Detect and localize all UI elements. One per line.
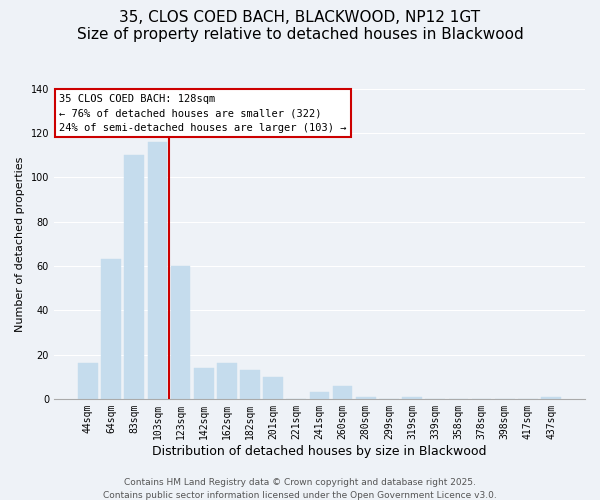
Bar	[148, 142, 167, 399]
Bar	[263, 376, 283, 399]
Bar	[402, 396, 422, 399]
Bar	[240, 370, 260, 399]
Text: Contains HM Land Registry data © Crown copyright and database right 2025.
Contai: Contains HM Land Registry data © Crown c…	[103, 478, 497, 500]
Bar	[356, 396, 376, 399]
Bar	[124, 156, 144, 399]
Text: 35 CLOS COED BACH: 128sqm
← 76% of detached houses are smaller (322)
24% of semi: 35 CLOS COED BACH: 128sqm ← 76% of detac…	[59, 94, 347, 133]
Bar	[194, 368, 214, 399]
Bar	[101, 260, 121, 399]
Text: 35, CLOS COED BACH, BLACKWOOD, NP12 1GT
Size of property relative to detached ho: 35, CLOS COED BACH, BLACKWOOD, NP12 1GT …	[77, 10, 523, 42]
Bar	[217, 364, 236, 399]
Bar	[541, 396, 561, 399]
X-axis label: Distribution of detached houses by size in Blackwood: Distribution of detached houses by size …	[152, 444, 487, 458]
Bar	[333, 386, 352, 399]
Y-axis label: Number of detached properties: Number of detached properties	[15, 156, 25, 332]
Bar	[310, 392, 329, 399]
Bar	[170, 266, 190, 399]
Bar	[78, 364, 98, 399]
